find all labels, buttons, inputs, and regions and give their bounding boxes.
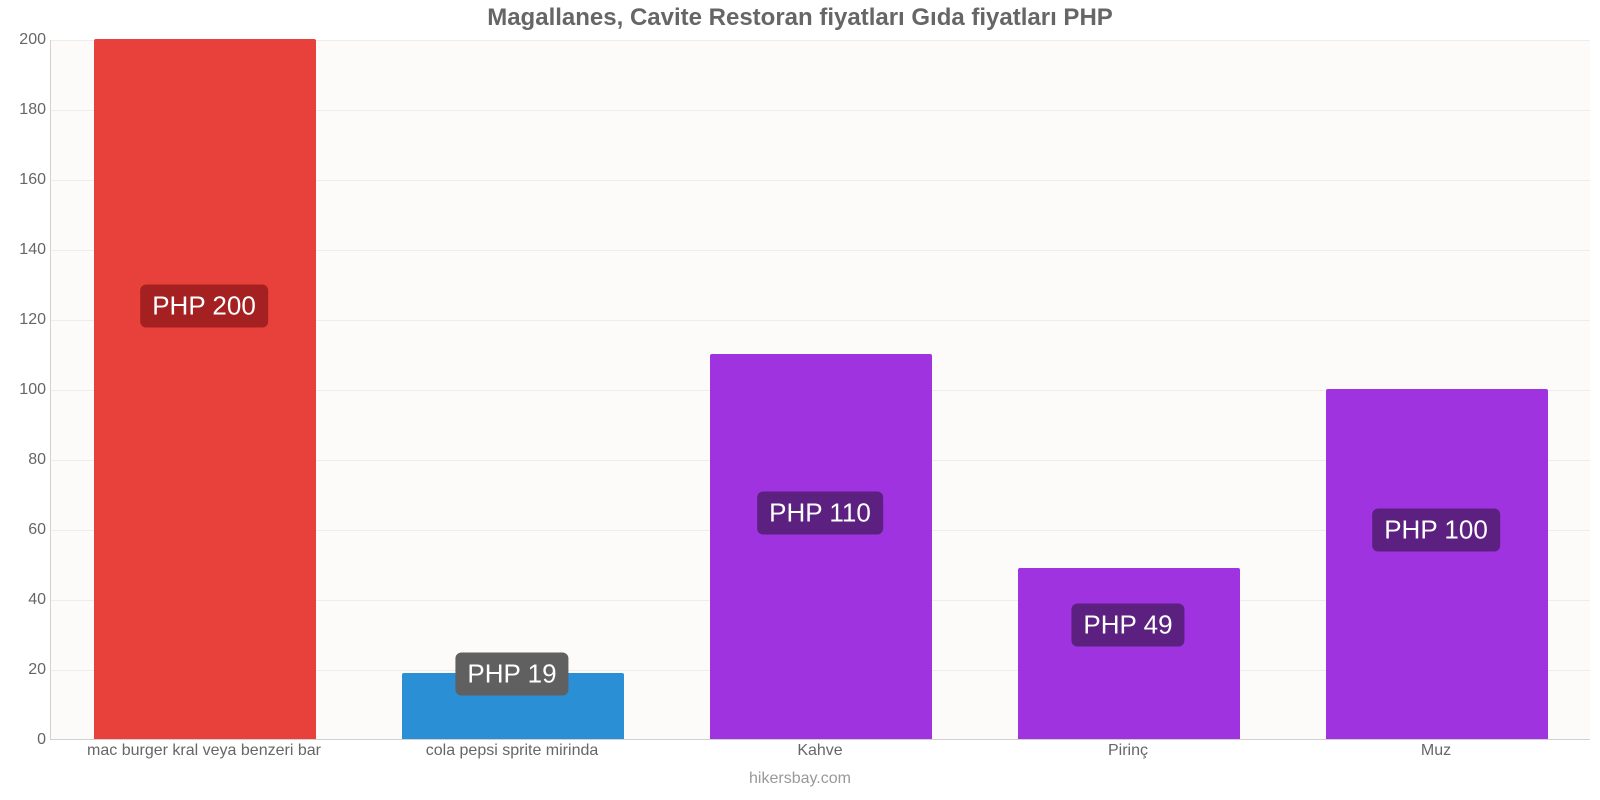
y-tick-label: 180 (6, 101, 46, 119)
value-label: PHP 110 (757, 491, 883, 534)
bar (94, 39, 316, 739)
y-tick-label: 20 (6, 661, 46, 679)
bar (1326, 389, 1548, 739)
value-label: PHP 19 (455, 652, 568, 695)
bars-group (51, 40, 1590, 739)
value-label: PHP 200 (140, 285, 268, 328)
chart-title: Magallanes, Cavite Restoran fiyatları Gı… (0, 4, 1600, 32)
y-tick-label: 200 (6, 31, 46, 49)
y-tick-label: 120 (6, 311, 46, 329)
chart-subtitle: hikersbay.com (0, 770, 1600, 788)
y-tick-label: 80 (6, 451, 46, 469)
x-tick-label: mac burger kral veya benzeri bar (87, 742, 321, 760)
x-tick-label: Kahve (797, 742, 842, 760)
plot-area (50, 40, 1590, 740)
x-tick-label: cola pepsi sprite mirinda (426, 742, 599, 760)
bar (1018, 568, 1240, 740)
y-tick-label: 60 (6, 521, 46, 539)
price-chart: Magallanes, Cavite Restoran fiyatları Gı… (0, 0, 1600, 800)
y-tick-label: 140 (6, 241, 46, 259)
y-tick-label: 0 (6, 731, 46, 749)
bar (710, 354, 932, 739)
value-label: PHP 49 (1071, 603, 1184, 646)
y-tick-label: 100 (6, 381, 46, 399)
y-tick-label: 40 (6, 591, 46, 609)
y-tick-label: 160 (6, 171, 46, 189)
x-tick-label: Muz (1421, 742, 1451, 760)
value-label: PHP 100 (1372, 509, 1500, 552)
x-tick-label: Pirinç (1108, 742, 1148, 760)
